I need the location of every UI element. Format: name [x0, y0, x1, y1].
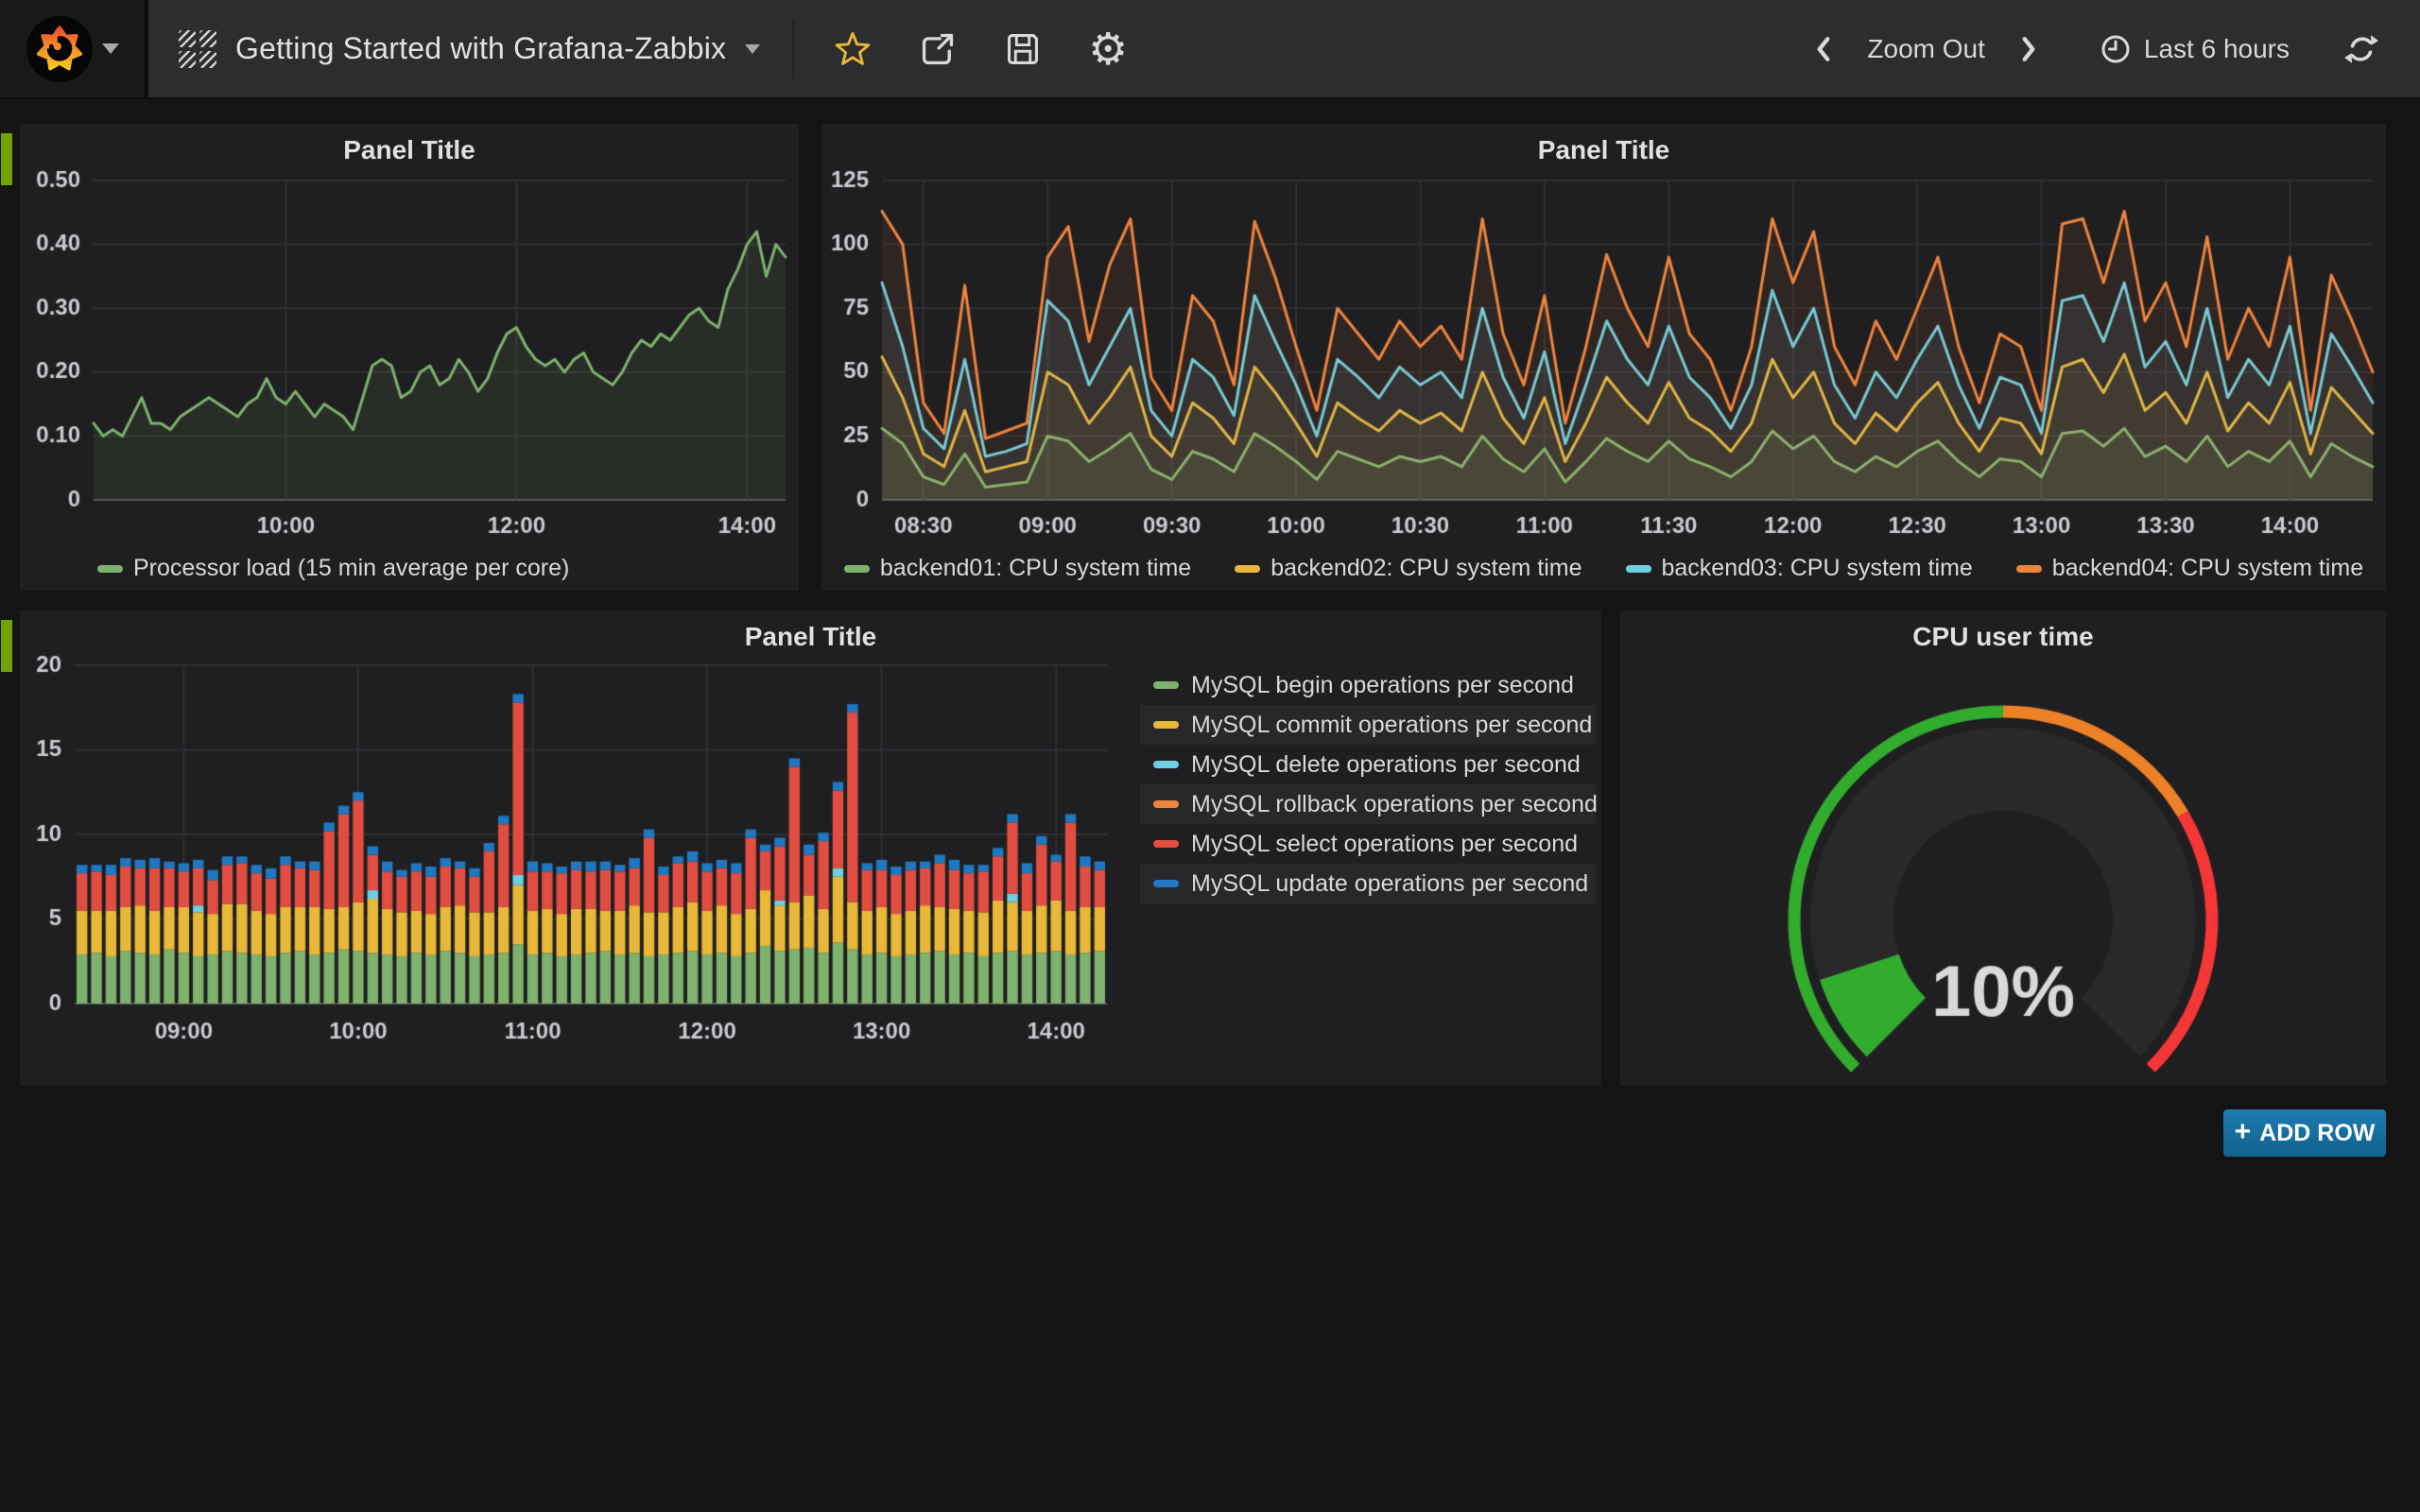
cpu-system-time-graph[interactable]: [821, 165, 2386, 553]
legend-label: MySQL rollback operations per second: [1191, 791, 1598, 818]
legend-swatch: [1153, 761, 1179, 768]
legend-label: MySQL commit operations per second: [1191, 712, 1592, 739]
legend-label: MySQL begin operations per second: [1191, 672, 1574, 699]
panel-cpu-user-time: CPU user time: [1620, 610, 2386, 1086]
share-button[interactable]: [917, 28, 959, 70]
legend-item[interactable]: MySQL update operations per second: [1140, 864, 1596, 903]
grafana-logo-button[interactable]: [0, 0, 148, 97]
panel-processor-load: Panel Title Processor load (15 min avera…: [20, 124, 799, 591]
legend-label: MySQL select operations per second: [1191, 831, 1578, 858]
legend-label: backend04: CPU system time: [2052, 555, 2363, 582]
legend-label: backend01: CPU system time: [880, 555, 1191, 582]
clock-icon: [2099, 32, 2133, 66]
legend-swatch: [2016, 565, 2042, 573]
add-row-label: ADD ROW: [2259, 1120, 2375, 1147]
dashboard-actions: ⚙: [792, 20, 1129, 78]
zoom-out-button[interactable]: Zoom Out: [1867, 34, 1984, 64]
legend-item[interactable]: backend01: CPU system time: [844, 555, 1191, 582]
legend-swatch: [1153, 880, 1179, 887]
save-button[interactable]: [1002, 28, 1044, 70]
legend-swatch: [1235, 565, 1260, 573]
legend-label: Processor load (15 min average per core): [133, 555, 569, 582]
legend-swatch: [1153, 800, 1179, 808]
panel-cpu-system-time: Panel Title backend01: CPU system timeba…: [821, 124, 2386, 591]
panel-title[interactable]: CPU user time: [1620, 622, 2386, 652]
legend-item[interactable]: MySQL begin operations per second: [1140, 665, 1596, 705]
add-row-button[interactable]: + ADD ROW: [2223, 1109, 2386, 1157]
legend-item[interactable]: backend03: CPU system time: [1626, 555, 1973, 582]
legend-swatch: [844, 565, 870, 573]
save-icon: [1004, 30, 1042, 68]
refresh-button[interactable]: [2341, 28, 2382, 70]
graph-legend: Processor load (15 min average per core): [20, 555, 799, 582]
legend-item[interactable]: Processor load (15 min average per core): [97, 555, 569, 582]
graph-legend: backend01: CPU system time backend02: CPU…: [821, 555, 2386, 582]
main-menu-caret-icon: [102, 43, 119, 54]
legend-swatch: [1153, 840, 1179, 848]
legend-item[interactable]: MySQL select operations per second: [1140, 824, 1596, 864]
dashboard-grid-icon: [179, 30, 216, 68]
star-button[interactable]: [832, 28, 873, 70]
legend-swatch: [97, 565, 123, 573]
legend-item[interactable]: MySQL commit operations per second: [1140, 705, 1596, 745]
time-range-label: Last 6 hours: [2144, 34, 2290, 64]
legend-item[interactable]: backend04: CPU system time: [2016, 555, 2363, 582]
row-menu-toggle[interactable]: [1, 620, 12, 672]
panel-mysql-operations: Panel Title MySQL begin operations per s…: [20, 610, 1601, 1086]
settings-gear-icon: ⚙: [1088, 26, 1128, 71]
dashboard-title: Getting Started with Grafana-Zabbix: [235, 31, 726, 66]
chevron-left-icon: [1815, 36, 1832, 62]
graph-legend: MySQL begin operations per second MySQL c…: [1140, 665, 1596, 903]
processor-load-graph[interactable]: [20, 165, 799, 553]
dashboard-area: Panel Title Processor load (15 min avera…: [0, 101, 2420, 1512]
settings-button[interactable]: ⚙: [1087, 28, 1129, 70]
grafana-logo-icon: [26, 16, 93, 82]
legend-item[interactable]: backend02: CPU system time: [1235, 555, 1582, 582]
legend-item[interactable]: MySQL rollback operations per second: [1140, 784, 1596, 824]
star-icon: [834, 30, 872, 68]
mysql-operations-graph[interactable]: [20, 652, 1116, 1058]
legend-item[interactable]: MySQL delete operations per second: [1140, 745, 1596, 784]
plus-icon: +: [2235, 1118, 2252, 1146]
legend-label: MySQL update operations per second: [1191, 870, 1588, 898]
panel-title[interactable]: Panel Title: [20, 135, 799, 165]
chevron-right-icon: [2020, 36, 2037, 62]
legend-label: backend03: CPU system time: [1662, 555, 1973, 582]
cpu-user-time-gauge[interactable]: [1620, 658, 2386, 1081]
legend-label: MySQL delete operations per second: [1191, 751, 1581, 779]
legend-swatch: [1153, 681, 1179, 689]
dashboard-dropdown-caret-icon: [745, 44, 760, 54]
share-icon: [919, 30, 957, 68]
refresh-icon: [2343, 31, 2379, 67]
panel-title[interactable]: Panel Title: [20, 622, 1601, 652]
legend-label: backend02: CPU system time: [1270, 555, 1582, 582]
legend-swatch: [1626, 565, 1651, 573]
dashboard-title-button[interactable]: Getting Started with Grafana-Zabbix: [179, 0, 760, 97]
time-controls: Zoom Out Last 6 hours: [1803, 28, 2382, 70]
panel-title[interactable]: Panel Title: [821, 135, 2386, 165]
navbar: Getting Started with Grafana-Zabbix ⚙: [0, 0, 2420, 99]
row-menu-toggle[interactable]: [1, 133, 12, 185]
time-range-picker[interactable]: Last 6 hours: [2099, 32, 2290, 66]
legend-swatch: [1153, 721, 1179, 729]
time-shift-right-button[interactable]: [2008, 28, 2049, 70]
time-shift-left-button[interactable]: [1803, 28, 1844, 70]
